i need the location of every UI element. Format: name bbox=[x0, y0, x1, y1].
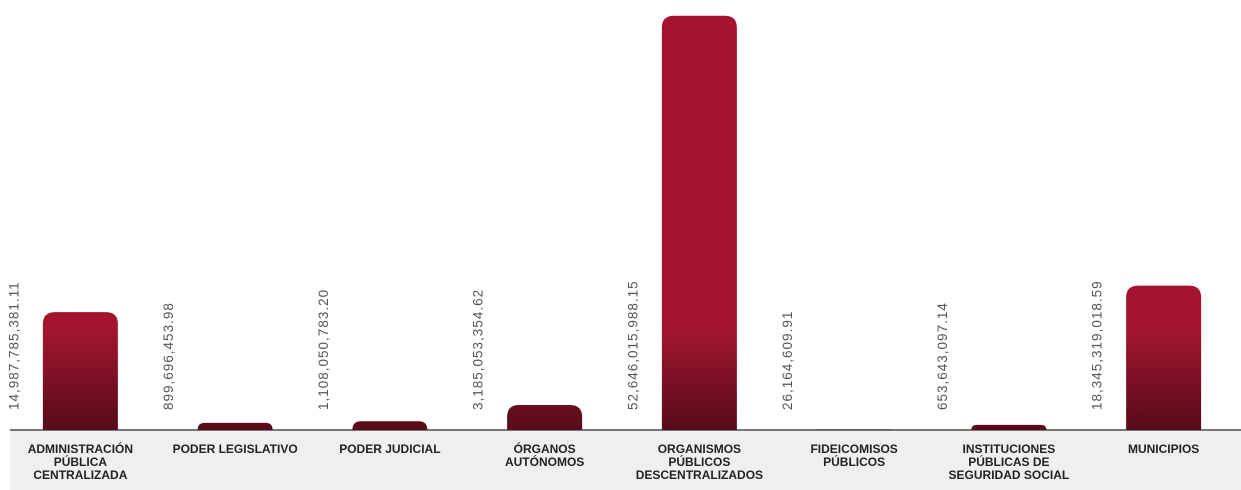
value-label: 26,164,609.91 bbox=[780, 311, 795, 410]
label-line: PÚBLICA bbox=[54, 454, 108, 469]
bar bbox=[971, 424, 1047, 430]
value-label: 3,185,053,354.62 bbox=[471, 289, 486, 410]
bar bbox=[352, 421, 428, 430]
x-tick-label: FIDEICOMISOS PÚBLICOS bbox=[810, 442, 897, 469]
x-tick-label: ORGANISMOS PÚBLICOS DESCENTRALIZADOS bbox=[636, 442, 763, 482]
value-label: 14,987,785,381.11 bbox=[6, 281, 21, 410]
x-tick-label: ÓRGANOS AUTÓNOMOS bbox=[505, 441, 584, 469]
label-line: PÚBLICAS DE bbox=[968, 454, 1049, 469]
value-label: 1,108,050,783.20 bbox=[316, 289, 331, 410]
label-line: ORGANISMOS bbox=[658, 442, 741, 456]
value-label: 52,646,015,988.15 bbox=[625, 280, 640, 410]
bar bbox=[1126, 285, 1202, 430]
x-tick-label: INSTITUCIONES PÚBLICAS DE SEGURIDAD SOCIAL bbox=[949, 442, 1070, 482]
x-tick-label: PODER LEGISLATIVO bbox=[173, 442, 298, 456]
label-line: PÚBLICOS bbox=[823, 454, 885, 469]
label-line: PÚBLICOS bbox=[668, 454, 730, 469]
label-line: MUNICIPIOS bbox=[1128, 442, 1199, 456]
label-line: CENTRALIZADA bbox=[33, 468, 127, 482]
label-line: ADMINISTRACIÓN bbox=[28, 441, 133, 456]
bar bbox=[197, 422, 273, 430]
x-tick-label: ADMINISTRACIÓN PÚBLICA CENTRALIZADA bbox=[28, 441, 133, 482]
category-band bbox=[10, 430, 1241, 490]
label-line: AUTÓNOMOS bbox=[505, 454, 584, 469]
label-line: PODER JUDICIAL bbox=[339, 442, 440, 456]
label-line: ÓRGANOS bbox=[514, 441, 576, 456]
label-line: PODER LEGISLATIVO bbox=[173, 442, 298, 456]
label-line: DESCENTRALIZADOS bbox=[636, 468, 763, 482]
bar bbox=[507, 404, 583, 430]
label-line: SEGURIDAD SOCIAL bbox=[949, 468, 1070, 482]
value-label: 653,643,097.14 bbox=[935, 302, 950, 410]
label-line: FIDEICOMISOS bbox=[810, 442, 897, 456]
bar bbox=[661, 15, 737, 430]
x-tick-label: PODER JUDICIAL bbox=[339, 442, 440, 456]
label-line: INSTITUCIONES bbox=[963, 442, 1056, 456]
value-label: 18,345,319,018.59 bbox=[1090, 280, 1105, 410]
bar bbox=[42, 312, 118, 430]
x-tick-label: MUNICIPIOS bbox=[1128, 442, 1199, 456]
value-label: 899,696,453.98 bbox=[161, 302, 176, 410]
